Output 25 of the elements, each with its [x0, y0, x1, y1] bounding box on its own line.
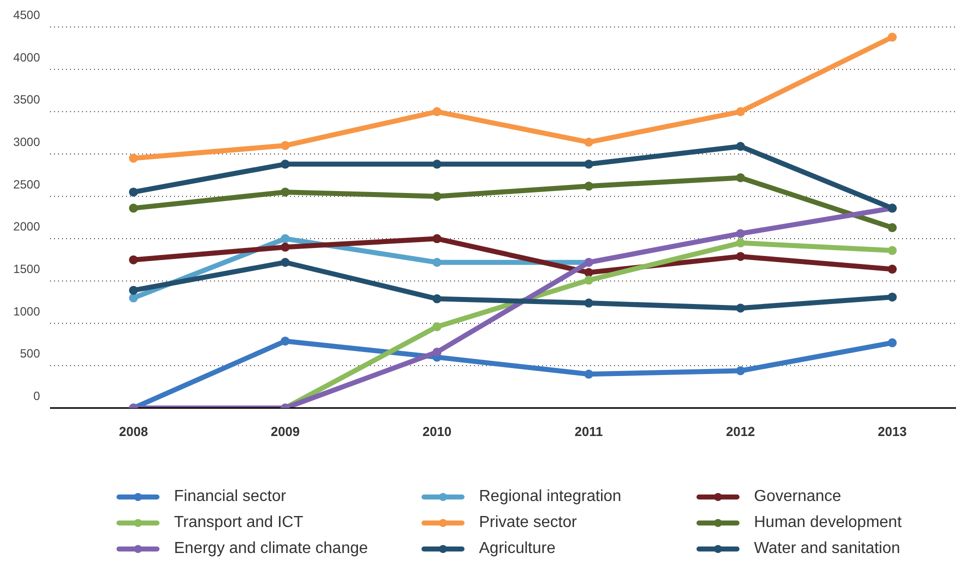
y-tick-label: 4000 — [13, 50, 40, 64]
y-tick-label: 4500 — [13, 8, 40, 22]
y-tick-label: 3000 — [13, 135, 40, 149]
x-tick-label: 2012 — [726, 424, 755, 439]
legend-label: Human development — [754, 514, 902, 532]
x-tick-label: 2011 — [574, 424, 603, 439]
legend-label: Financial sector — [174, 488, 286, 506]
legend-label: Regional integration — [479, 488, 622, 506]
legend-label: Water and sanitation — [754, 540, 900, 558]
y-tick-label: 1500 — [13, 262, 40, 276]
x-tick-label: 2009 — [270, 424, 300, 439]
y-tick-label: 500 — [20, 346, 40, 361]
y-tick-label: 3500 — [13, 92, 40, 107]
x-tick-label: 2013 — [878, 424, 907, 439]
legend-label: Energy and climate change — [174, 540, 368, 558]
legend-label: Private sector — [479, 514, 577, 532]
legend-label: Governance — [754, 488, 842, 506]
y-tick-label: 1000 — [13, 304, 40, 318]
legend-label: Agriculture — [479, 540, 556, 558]
y-tick-label: 2500 — [13, 177, 40, 192]
legend-label: Transport and ICT — [174, 514, 304, 532]
x-tick-label: 2008 — [119, 424, 148, 439]
x-tick-label: 2010 — [422, 424, 452, 439]
y-tick-label: 2000 — [13, 220, 40, 234]
y-tick-label: 0 — [33, 389, 40, 403]
